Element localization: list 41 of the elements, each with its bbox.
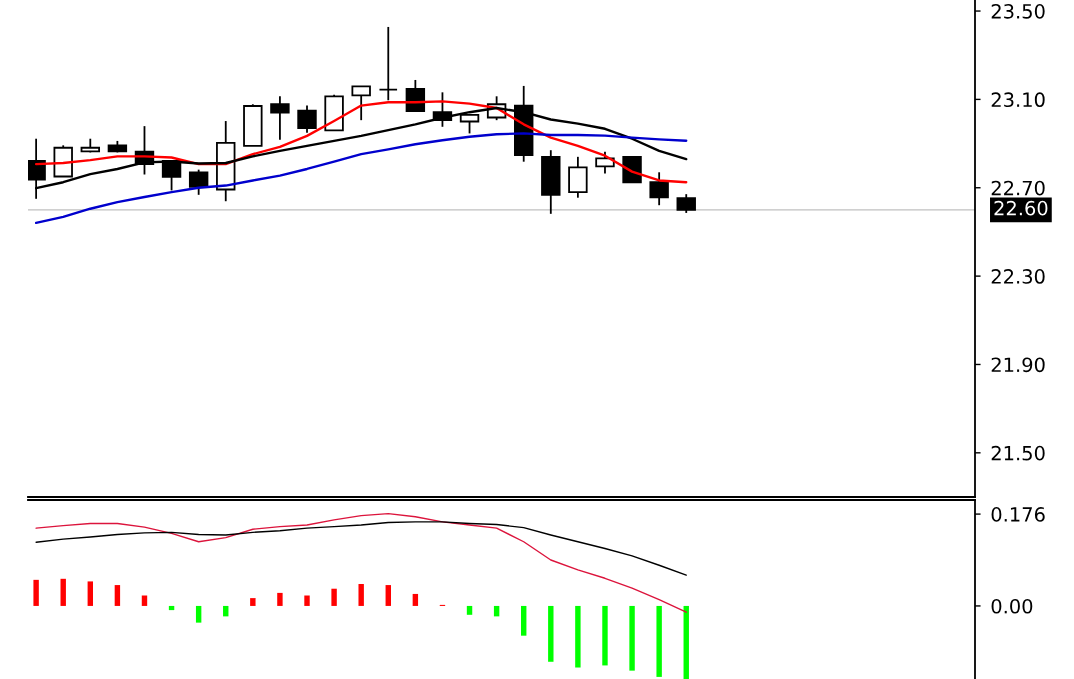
bar	[60, 578, 66, 606]
bar	[331, 588, 337, 606]
bar	[87, 581, 94, 606]
y-tick-label: 22.70	[991, 180, 1045, 196]
bar	[385, 585, 391, 606]
bar	[575, 605, 581, 668]
bar	[277, 592, 283, 606]
y-tick-label: 23.50	[991, 4, 1045, 19]
bar	[304, 595, 310, 606]
candlestick	[270, 95, 290, 141]
bar	[656, 605, 662, 677]
bar	[114, 585, 121, 606]
candlestick	[459, 113, 480, 135]
bar	[195, 605, 202, 623]
bar	[250, 598, 256, 606]
bar	[548, 605, 554, 662]
candlestick	[351, 85, 371, 122]
bar	[602, 605, 608, 666]
candlestick	[649, 171, 669, 207]
y-tick-label: 21.90	[991, 357, 1045, 373]
bar	[521, 605, 527, 636]
y-tick-label: 21.50	[991, 445, 1045, 461]
ref-line-label: 22.60	[994, 200, 1048, 216]
y-tick-label: 23.10	[991, 92, 1045, 108]
line-series	[35, 521, 687, 576]
y-tick-label: 0.00	[991, 598, 1033, 614]
bar	[412, 593, 419, 606]
candlestick	[595, 150, 615, 175]
bar	[683, 605, 689, 679]
candlestick	[378, 26, 398, 102]
candlestick	[188, 168, 209, 196]
bar	[358, 584, 364, 606]
bar	[629, 605, 635, 671]
line-series	[34, 132, 688, 225]
candlestick	[676, 193, 696, 214]
y-tick-label: 0.176	[991, 507, 1045, 522]
y-tick-label: 22.30	[991, 269, 1045, 284]
candlestick	[297, 104, 317, 134]
bar	[33, 579, 39, 606]
line-series	[35, 512, 687, 613]
bar	[466, 605, 473, 615]
